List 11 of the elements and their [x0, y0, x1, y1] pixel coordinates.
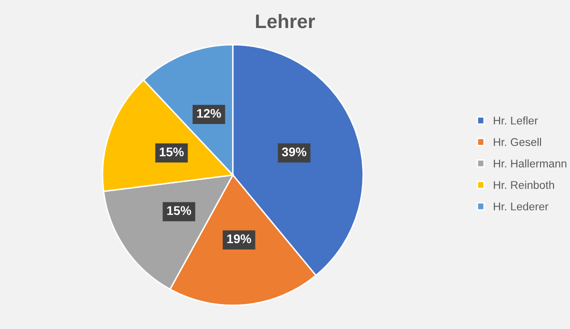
chart-title: Lehrer — [256, 14, 315, 28]
data-label: 39% — [282, 147, 306, 156]
data-label: 15% — [160, 147, 184, 156]
data-label: 19% — [227, 234, 252, 244]
data-label: 15% — [167, 206, 192, 216]
legend-label: Hr. Lederer — [494, 202, 548, 210]
legend-label: Hr. Hallermann — [494, 159, 566, 168]
legend-label: Hr. Gesell — [494, 138, 541, 146]
legend-label: Hr. Lefler — [494, 116, 538, 125]
legend-label: Hr. Reinboth — [494, 180, 554, 189]
data-label: 12% — [197, 108, 222, 118]
